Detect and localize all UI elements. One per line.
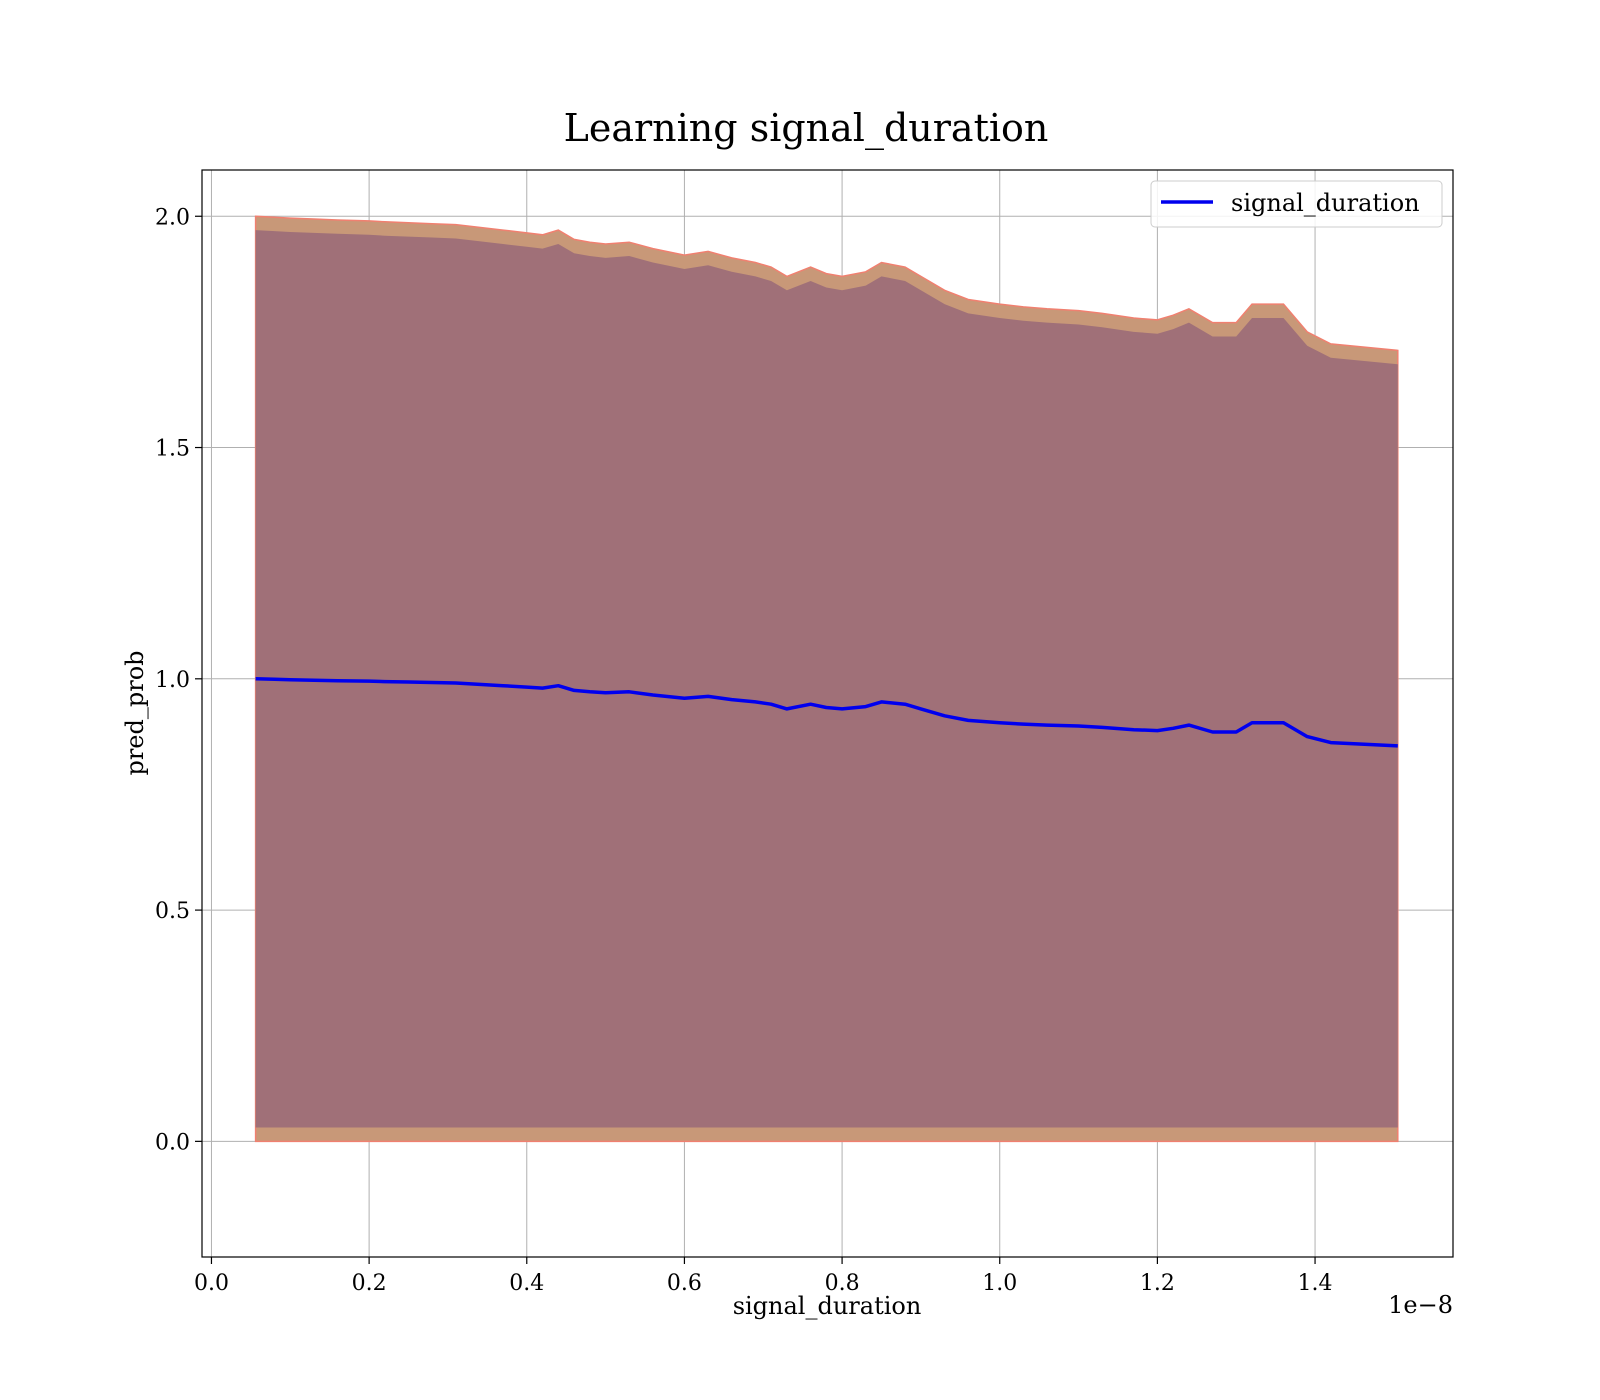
legend-box bbox=[1150, 180, 1443, 228]
y-tick-label: 0.0 bbox=[155, 1130, 190, 1155]
x-axis-ticks: 0.0 0.2 0.4 0.6 0.8 1.0 1.2 1.4 bbox=[194, 1257, 1333, 1296]
x-axis-offset-text: 1e−8 bbox=[1388, 1291, 1453, 1319]
x-tick-label: 0.2 bbox=[352, 1271, 387, 1296]
y-tick-label: 1.5 bbox=[155, 437, 190, 462]
y-tick-label: 2.0 bbox=[155, 205, 190, 230]
legend-label: signal_duration bbox=[1231, 189, 1420, 217]
x-tick-label: 0.4 bbox=[509, 1271, 544, 1296]
y-axis-ticks: 0.0 0.5 1.0 1.5 2.0 bbox=[155, 205, 202, 1155]
plot-frame bbox=[201, 169, 1454, 1258]
inner-confidence-band bbox=[255, 230, 1398, 1128]
x-tick-label: 0.8 bbox=[825, 1271, 860, 1296]
x-tick-label: 1.0 bbox=[982, 1271, 1017, 1296]
y-tick-label: 0.5 bbox=[155, 899, 190, 924]
chart-title: Learning signal_duration bbox=[564, 106, 1049, 151]
legend: signal_duration bbox=[1150, 180, 1443, 228]
series-line-signal-duration bbox=[255, 677, 1398, 748]
confidence-bands bbox=[254, 215, 1399, 1143]
x-tick-label: 1.4 bbox=[1298, 1271, 1333, 1296]
x-tick-label: 1.2 bbox=[1140, 1271, 1175, 1296]
x-tick-label: 0.6 bbox=[667, 1271, 702, 1296]
x-axis-label: signal_duration bbox=[733, 1292, 922, 1320]
data-lines bbox=[255, 677, 1398, 748]
y-tick-label: 1.0 bbox=[155, 668, 190, 693]
x-tick-label: 0.0 bbox=[194, 1271, 229, 1296]
y-axis-label: pred_prob bbox=[121, 650, 149, 775]
